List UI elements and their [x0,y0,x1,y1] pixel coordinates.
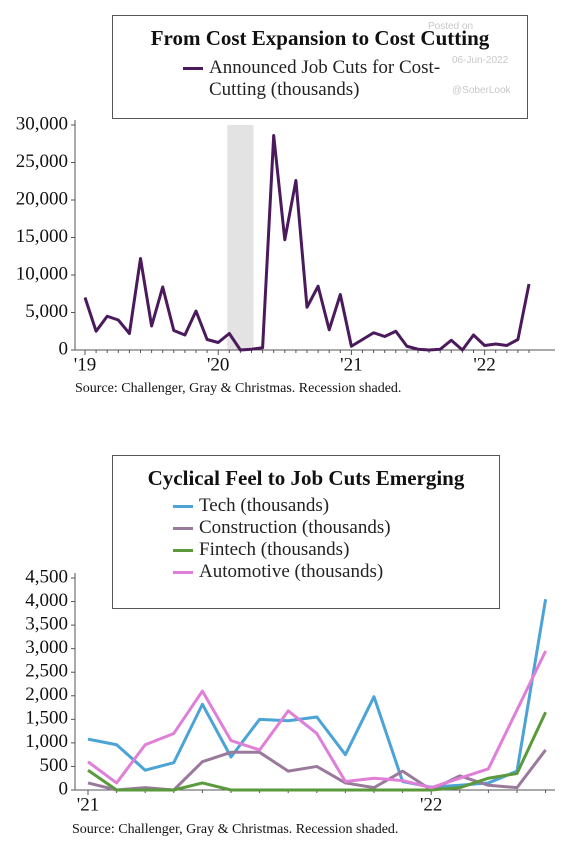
legend-entry: Fintech (thousands) [173,539,499,561]
legend-label: Fintech (thousands) [199,539,350,560]
y-tick-label: 3,500 [25,613,68,634]
legend-swatch [173,527,193,530]
y-tick-label: 20,000 [16,188,68,209]
y-tick-label: 30,000 [16,113,68,134]
y-tick-label: 4,000 [25,590,68,611]
legend-entry: Construction (thousands) [173,517,499,539]
watermark: @SoberLook [452,85,511,96]
y-tick-label: 0 [59,778,69,799]
x-tick-label: '19 [74,354,96,375]
x-tick-label: '21 [340,354,362,375]
legend-entry: Tech (thousands) [173,495,499,517]
legend-swatch [173,571,193,574]
legend-entry: Announced Job Cuts for Cost-Cutting (tho… [183,57,453,101]
chart-title: Cyclical Feel to Job Cuts Emerging [147,466,465,490]
y-tick-label: 4,500 [25,566,68,587]
y-tick-label: 500 [40,755,69,776]
y-tick-label: 2,500 [25,661,68,682]
y-tick-label: 5,000 [25,301,68,322]
y-tick-label: 10,000 [16,263,68,284]
y-tick-label: 0 [59,338,69,359]
series-line [83,134,531,352]
source-note: Source: Challenger, Gray & Christmas. Re… [72,822,399,837]
x-tick-label: '21 [77,794,99,815]
legend-swatch [173,549,193,552]
legend: Tech (thousands) Construction (thousands)… [173,495,499,583]
recession-shade [227,125,254,350]
legend-label: Automotive (thousands) [199,561,384,582]
legend: Announced Job Cuts for Cost-Cutting (tho… [183,57,453,101]
y-tick-label: 1,000 [25,731,68,752]
x-tick-label: '20 [207,354,229,375]
x-tick-label: '22 [473,354,495,375]
legend-label: Tech (thousands) [199,495,330,516]
series-line [87,650,547,790]
chart1-header: From Cost Expansion to Cost Cutting Anno… [112,15,528,119]
watermark: 06-Jun-2022 [452,55,509,66]
legend-label: Construction (thousands) [199,517,391,538]
watermark: Posted on [428,21,474,32]
series-line [87,711,547,792]
legend-label: Announced Job Cuts for Cost-Cutting (tho… [209,57,441,100]
legend-entry: Automotive (thousands) [173,561,499,583]
y-tick-label: 2,000 [25,684,68,705]
chart2-header: Cyclical Feel to Job Cuts Emerging Tech … [112,455,500,609]
legend-swatch [173,505,193,508]
x-tick-label: '22 [420,794,442,815]
y-tick-label: 25,000 [16,151,68,172]
legend-swatch [183,67,203,70]
series-line [87,598,548,789]
source-note: Source: Challenger, Gray & Christmas. Re… [75,381,402,396]
chart-title: From Cost Expansion to Cost Cutting [150,26,490,50]
y-tick-label: 15,000 [16,226,68,247]
y-tick-label: 3,000 [25,637,68,658]
y-tick-label: 1,500 [25,708,68,729]
